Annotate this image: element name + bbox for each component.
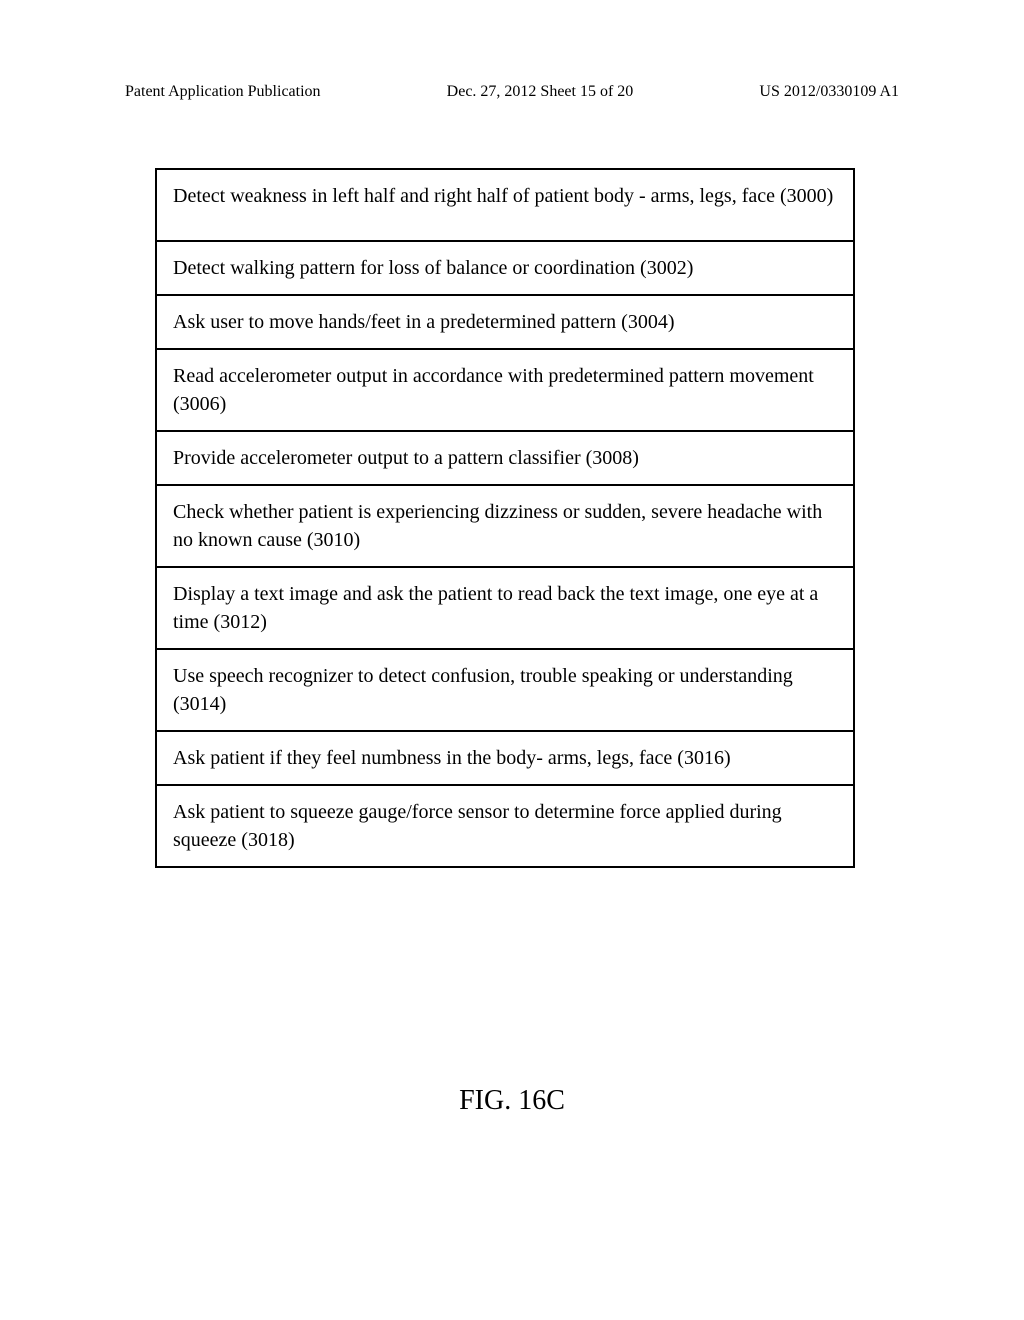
- flowchart-step-text: Display a text image and ask the patient…: [173, 583, 818, 633]
- flowchart-step-3012: Display a text image and ask the patient…: [155, 566, 855, 648]
- page-header: Patent Application Publication Dec. 27, …: [0, 83, 1024, 101]
- flowchart-step-3004: Ask user to move hands/feet in a predete…: [155, 294, 855, 348]
- flowchart-step-text: Check whether patient is experiencing di…: [173, 501, 822, 551]
- header-date-sheet: Dec. 27, 2012 Sheet 15 of 20: [447, 83, 634, 101]
- flowchart-step-3018: Ask patient to squeeze gauge/force senso…: [155, 784, 855, 868]
- flowchart-step-3016: Ask patient if they feel numbness in the…: [155, 730, 855, 784]
- flowchart-step-3014: Use speech recognizer to detect confusio…: [155, 648, 855, 730]
- flowchart-step-3006: Read accelerometer output in accordance …: [155, 348, 855, 430]
- flowchart-step-text: Detect walking pattern for loss of balan…: [173, 254, 693, 282]
- flowchart-step-3000: Detect weakness in left half and right h…: [155, 168, 855, 240]
- flowchart-step-3008: Provide accelerometer output to a patter…: [155, 430, 855, 484]
- flowchart-step-text: Detect weakness in left half and right h…: [173, 185, 833, 207]
- flowchart-step-text: Ask patient to squeeze gauge/force senso…: [173, 801, 782, 851]
- flowchart: Detect weakness in left half and right h…: [155, 168, 855, 868]
- figure-label-text: FIG. 16C: [459, 1085, 565, 1116]
- header-patent-number: US 2012/0330109 A1: [759, 83, 899, 101]
- flowchart-step-3010: Check whether patient is experiencing di…: [155, 484, 855, 566]
- figure-label: FIG. 16C: [0, 1085, 1024, 1117]
- flowchart-step-3002: Detect walking pattern for loss of balan…: [155, 240, 855, 294]
- flowchart-step-text: Use speech recognizer to detect confusio…: [173, 665, 793, 715]
- header-publication: Patent Application Publication: [125, 83, 321, 101]
- flowchart-step-text: Provide accelerometer output to a patter…: [173, 444, 639, 472]
- flowchart-step-text: Read accelerometer output in accordance …: [173, 365, 814, 415]
- flowchart-step-text: Ask user to move hands/feet in a predete…: [173, 308, 675, 336]
- flowchart-step-text: Ask patient if they feel numbness in the…: [173, 744, 731, 772]
